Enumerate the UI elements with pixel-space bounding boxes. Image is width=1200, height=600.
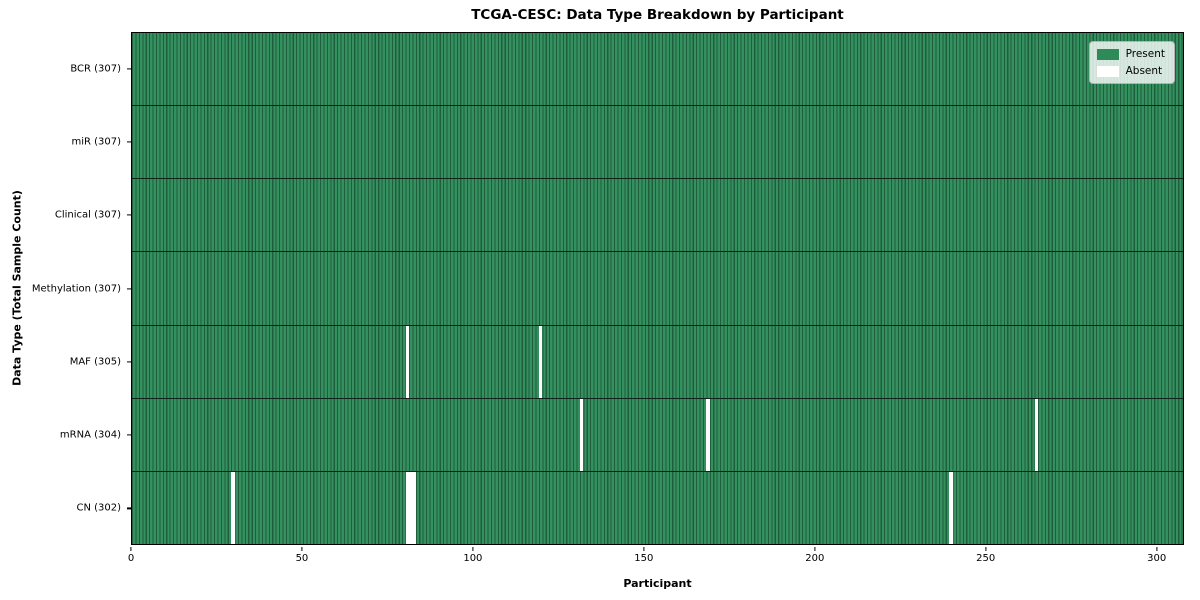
x-tick-label: 150: [634, 553, 654, 564]
y-axis-label: Data Type (Total Sample Count): [10, 190, 24, 386]
x-tick-label: 50: [295, 553, 309, 564]
x-tick-label: 0: [127, 553, 135, 564]
legend-label-present: Present: [1125, 48, 1165, 60]
y-tick-label: mRNA (304): [59, 429, 121, 441]
x-tick: [130, 546, 132, 551]
x-tick: [643, 546, 645, 551]
absent-gap: [408, 471, 413, 544]
x-tick: [301, 546, 303, 551]
y-tick-label: Methylation (307): [31, 283, 121, 294]
absent-gap: [579, 398, 584, 471]
x-tick: [814, 546, 816, 551]
legend-label-absent: Absent: [1125, 65, 1163, 77]
legend-item-absent: Absent: [1096, 65, 1165, 77]
x-tick: [1156, 546, 1158, 551]
absent-gap: [949, 471, 953, 544]
y-tick-label: CN (302): [76, 502, 121, 514]
y-tick-label: BCR (307): [70, 63, 121, 75]
row-bcr: [132, 33, 1183, 106]
present-swatch-icon: [1096, 48, 1119, 60]
row-clinical: [132, 178, 1183, 252]
absent-gap: [231, 471, 235, 544]
x-tick-label: 200: [805, 553, 825, 564]
absent-gap: [706, 398, 710, 471]
x-tick: [985, 546, 987, 551]
x-axis-label: Participant: [623, 577, 692, 590]
row-mir: [132, 105, 1183, 179]
row-mrna: [132, 397, 1183, 471]
x-tick-label: 250: [976, 553, 996, 564]
x-tick-label: 100: [463, 553, 483, 564]
x-tick: [472, 546, 474, 551]
row-maf: [132, 324, 1183, 398]
row-cn: [132, 470, 1183, 544]
absent-swatch-icon: [1096, 65, 1119, 77]
absent-gap: [405, 471, 409, 544]
plot-area: [131, 32, 1184, 545]
x-tick-label: 300: [1147, 553, 1167, 564]
y-tick-label: Clinical (307): [54, 209, 121, 221]
absent-gap: [1034, 398, 1038, 471]
y-tick-label: miR (307): [71, 136, 121, 148]
absent-gap: [405, 325, 409, 398]
absent-gap: [412, 471, 416, 544]
chart-title: TCGA-CESC: Data Type Breakdown by Partic…: [471, 7, 844, 23]
legend: Present Absent: [1088, 41, 1175, 84]
absent-gap: [538, 325, 543, 398]
row-methylation: [132, 251, 1183, 325]
y-tick-label: MAF (305): [69, 356, 121, 368]
legend-item-present: Present: [1096, 48, 1165, 60]
